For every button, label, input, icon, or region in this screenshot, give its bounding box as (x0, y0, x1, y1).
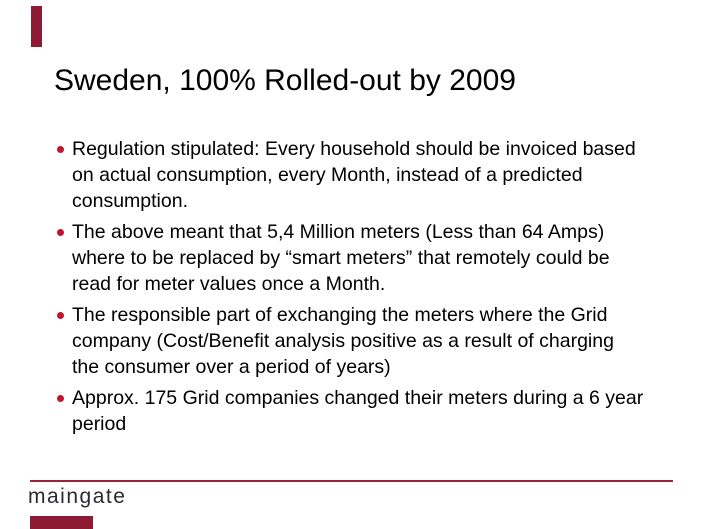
maingate-logo: maingate (28, 485, 127, 508)
bullet-line: the consumer over a period of years) (72, 356, 391, 378)
bullet-icon (57, 312, 64, 319)
bullet-item: The responsible part of exchanging the m… (55, 302, 685, 380)
bullet-list: Regulation stipulated: Every household s… (55, 136, 685, 442)
bullet-text: Regulation stipulated: Every household s… (72, 136, 636, 214)
bottom-left-accent-bar (30, 516, 93, 529)
bullet-icon (57, 229, 64, 236)
bullet-item: Regulation stipulated: Every household s… (55, 136, 685, 214)
bullet-line: period (72, 413, 127, 435)
bullet-text: Approx. 175 Grid companies changed their… (72, 385, 643, 437)
bullet-line: company (Cost/Benefit analysis positive … (72, 330, 614, 352)
bullet-item: The above meant that 5,4 Million meters … (55, 219, 685, 297)
footer-divider (30, 480, 673, 482)
bullet-text: The responsible part of exchanging the m… (72, 302, 614, 380)
bullet-icon (57, 395, 64, 402)
bullet-line: Approx. 175 Grid companies changed their… (72, 387, 644, 409)
bullet-line: where to be replaced by “smart meters” t… (72, 247, 610, 269)
bullet-line: Regulation stipulated: Every household s… (72, 138, 636, 160)
bullet-icon (57, 146, 64, 153)
bullet-line: consumption. (72, 190, 188, 212)
slide-title: Sweden, 100% Rolled-out by 2009 (54, 64, 516, 97)
bullet-text: The above meant that 5,4 Million meters … (72, 219, 610, 297)
bullet-line: The responsible part of exchanging the m… (72, 304, 608, 326)
bullet-line: The above meant that 5,4 Million meters … (72, 221, 605, 243)
bullet-line: read for meter values once a Month. (72, 273, 386, 295)
top-left-accent-bar (31, 6, 42, 47)
bullet-line: on actual consumption, every Month, inst… (72, 164, 583, 186)
bullet-item: Approx. 175 Grid companies changed their… (55, 385, 685, 437)
